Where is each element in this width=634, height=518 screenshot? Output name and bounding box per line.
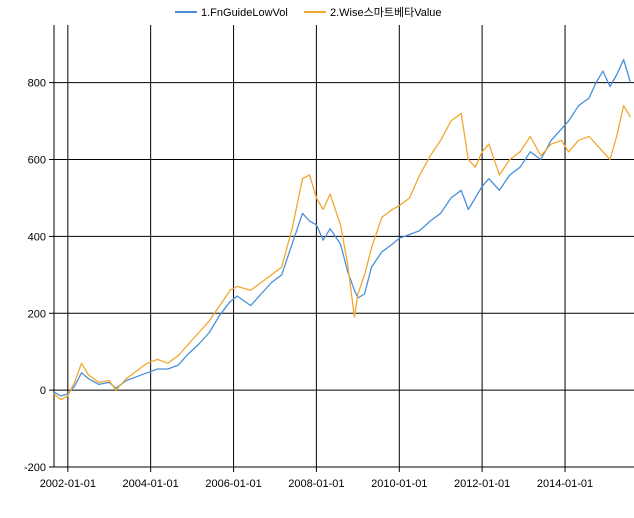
x-tick-label: 2010-01-01 [371,478,427,490]
y-tick-label: 800 [28,78,46,90]
x-tick-label: 2008-01-01 [288,478,344,490]
series-line-1 [53,58,632,397]
y-tick-label: 200 [28,308,46,320]
x-tick-label: 2014-01-01 [537,478,593,490]
legend: 1.FnGuideLowVol 2.Wise스마트베타Value [175,6,442,19]
x-axis: 2002-01-01 2004-01-01 2006-01-01 2008-01-01… [40,467,593,490]
grid [53,25,634,468]
x-tick-label: 2002-01-01 [40,478,96,490]
x-tick-label: 2004-01-01 [123,478,179,490]
y-tick-label: 400 [28,231,46,243]
y-tick-label: 0 [40,385,46,397]
y-tick-label: 600 [28,155,46,167]
x-tick-label: 2006-01-01 [205,478,261,490]
legend-label-2: 2.Wise스마트베타Value [330,6,442,19]
y-axis: -200 0 200 400 600 800 [24,78,54,474]
y-tick-label: -200 [24,462,46,474]
series-layer [53,58,632,401]
legend-label-1: 1.FnGuideLowVol [201,7,288,19]
series-line-2 [53,105,632,401]
x-tick-label: 2012-01-01 [454,478,510,490]
